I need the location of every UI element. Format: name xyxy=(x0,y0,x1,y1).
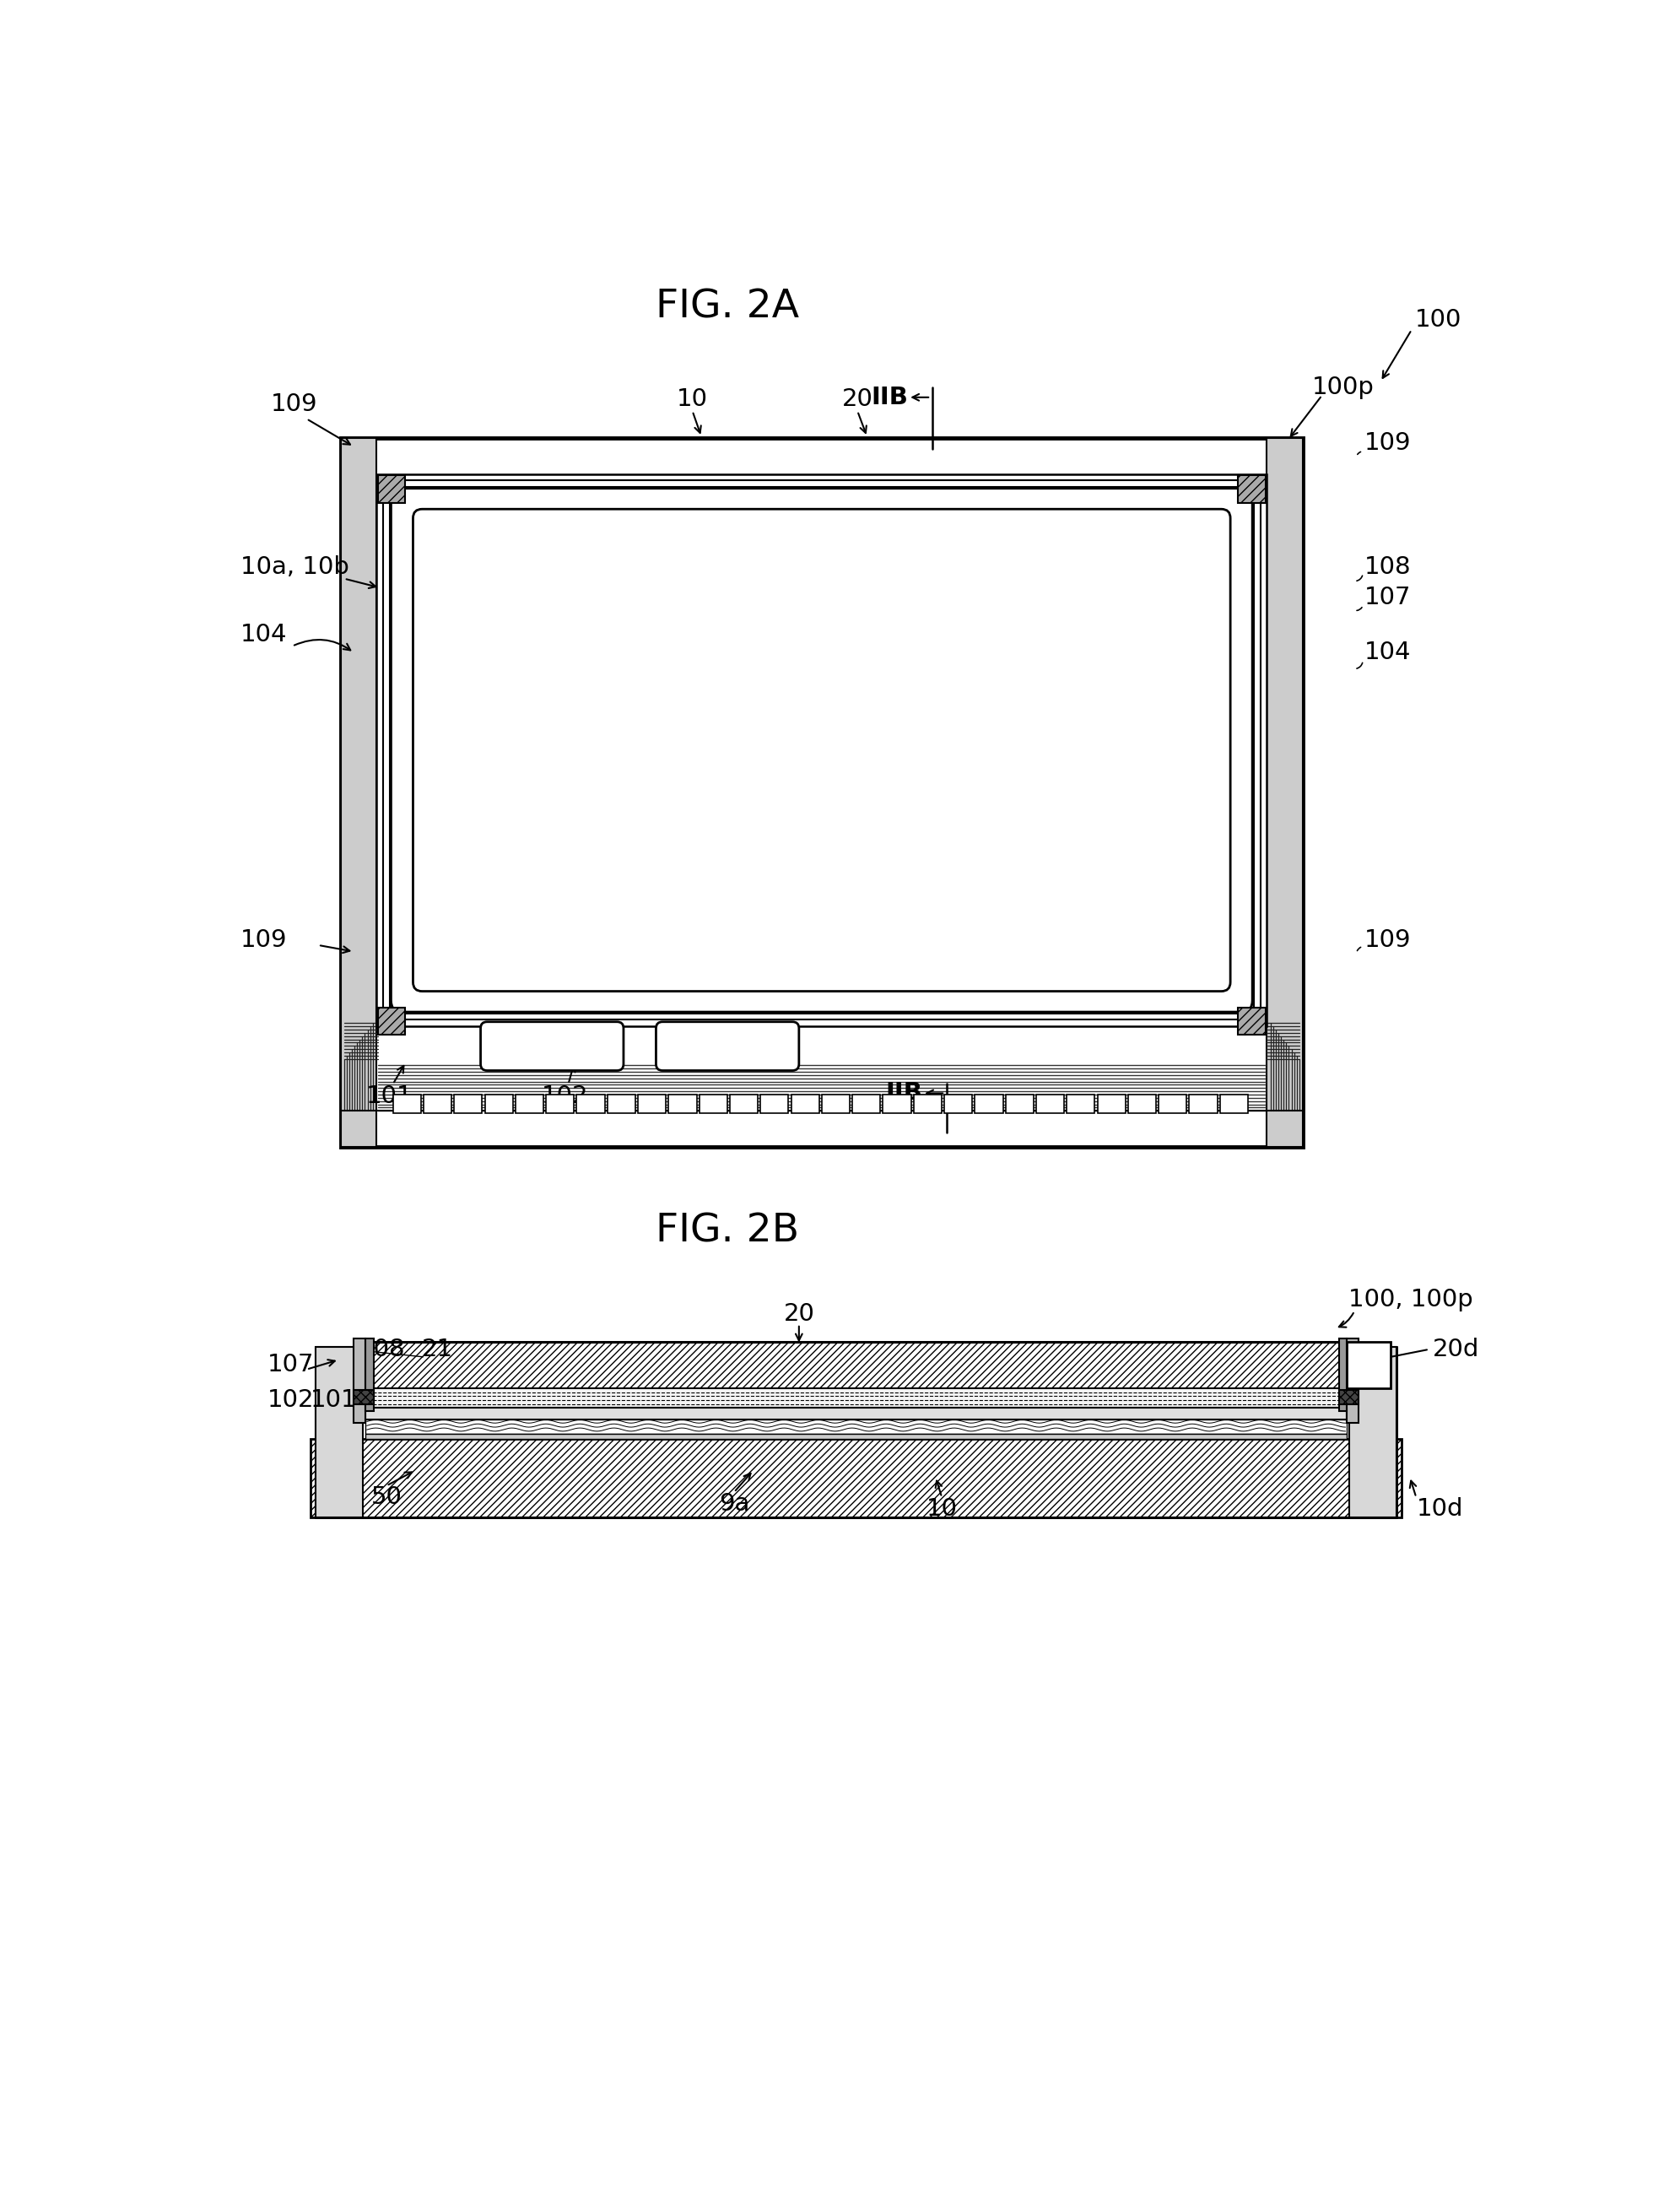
FancyBboxPatch shape xyxy=(413,508,1230,992)
Text: 101: 101 xyxy=(366,1084,413,1108)
Bar xyxy=(944,1095,973,1113)
Bar xyxy=(822,1095,850,1113)
Text: 100: 100 xyxy=(1415,309,1462,333)
Bar xyxy=(366,1388,1347,1408)
Bar xyxy=(516,1095,543,1113)
Text: FIG. 2B: FIG. 2B xyxy=(655,1211,800,1250)
Text: 10d: 10d xyxy=(1416,1498,1463,1522)
Text: 50: 50 xyxy=(371,1485,402,1509)
Bar xyxy=(354,1391,373,1404)
Bar xyxy=(638,1095,665,1113)
Bar xyxy=(454,1095,482,1113)
Bar xyxy=(341,438,1302,1148)
Bar xyxy=(1127,1095,1156,1113)
Bar xyxy=(1189,1095,1218,1113)
Bar xyxy=(1067,1095,1095,1113)
Text: 100, 100p: 100, 100p xyxy=(1347,1288,1473,1312)
Text: 109: 109 xyxy=(1364,431,1411,456)
Text: 9a: 9a xyxy=(719,1491,749,1515)
Text: 101: 101 xyxy=(311,1388,358,1413)
Text: 20d: 20d xyxy=(1433,1338,1478,1362)
Text: FIG. 2A: FIG. 2A xyxy=(655,289,800,326)
Text: 104: 104 xyxy=(240,622,287,646)
Bar xyxy=(791,1095,820,1113)
Bar xyxy=(390,486,1253,1014)
Bar xyxy=(1349,1347,1396,1518)
Bar xyxy=(366,1419,1347,1434)
Bar xyxy=(366,1342,1347,1388)
Bar xyxy=(1220,1095,1248,1113)
Bar xyxy=(354,1391,373,1404)
Text: 109: 109 xyxy=(240,929,287,953)
Bar xyxy=(1339,1391,1359,1404)
Bar xyxy=(1267,438,1302,1148)
Text: 108: 108 xyxy=(358,1338,405,1362)
Bar xyxy=(576,1095,605,1113)
Bar xyxy=(974,1095,1003,1113)
Text: 107: 107 xyxy=(1364,585,1411,609)
Bar xyxy=(311,1439,1401,1518)
Bar xyxy=(1238,475,1265,502)
Bar xyxy=(366,1342,1347,1388)
Bar xyxy=(1339,1338,1347,1410)
FancyBboxPatch shape xyxy=(391,488,1253,1012)
Bar xyxy=(1159,1095,1186,1113)
Bar xyxy=(311,1439,1401,1518)
Text: 20: 20 xyxy=(842,388,874,412)
Text: 10: 10 xyxy=(926,1498,958,1522)
FancyBboxPatch shape xyxy=(655,1023,800,1071)
Bar xyxy=(366,1408,1347,1419)
Bar xyxy=(316,1347,363,1518)
Bar xyxy=(486,1095,512,1113)
Bar xyxy=(376,473,1267,1027)
Text: 102: 102 xyxy=(267,1388,314,1413)
Bar xyxy=(852,1095,880,1113)
Text: 21: 21 xyxy=(422,1338,454,1362)
Bar xyxy=(1347,1338,1359,1424)
Bar xyxy=(341,438,376,1148)
Bar xyxy=(366,1434,1347,1439)
Bar xyxy=(393,1095,422,1113)
Bar xyxy=(1339,1391,1359,1404)
Text: IIB: IIB xyxy=(872,385,909,410)
Text: 109: 109 xyxy=(270,392,318,416)
Bar xyxy=(699,1095,727,1113)
Bar xyxy=(914,1095,941,1113)
Bar xyxy=(1347,1342,1391,1388)
Bar xyxy=(423,1095,452,1113)
FancyBboxPatch shape xyxy=(480,1023,623,1071)
Text: 10: 10 xyxy=(677,388,707,412)
Bar xyxy=(884,1095,911,1113)
Bar xyxy=(669,1095,697,1113)
Bar xyxy=(1037,1095,1063,1113)
Text: 104: 104 xyxy=(1364,642,1411,664)
Text: 109: 109 xyxy=(1364,929,1411,953)
Text: 10a, 10b: 10a, 10b xyxy=(240,554,349,578)
Bar xyxy=(729,1095,758,1113)
Text: IIB: IIB xyxy=(885,1082,922,1106)
Text: 100p: 100p xyxy=(1312,377,1374,399)
Text: 108: 108 xyxy=(1364,554,1411,578)
Bar xyxy=(546,1095,575,1113)
Bar xyxy=(1005,1095,1033,1113)
Bar xyxy=(354,1338,366,1424)
Bar xyxy=(761,1095,788,1113)
Bar xyxy=(366,1338,373,1410)
Bar xyxy=(383,480,1260,1021)
Bar xyxy=(1097,1095,1126,1113)
Bar xyxy=(378,1007,405,1036)
Text: 102: 102 xyxy=(541,1084,588,1108)
Text: 20: 20 xyxy=(783,1303,815,1325)
Text: 107: 107 xyxy=(267,1353,314,1375)
Bar xyxy=(378,475,405,502)
Bar xyxy=(1238,1007,1265,1036)
Bar xyxy=(606,1095,635,1113)
